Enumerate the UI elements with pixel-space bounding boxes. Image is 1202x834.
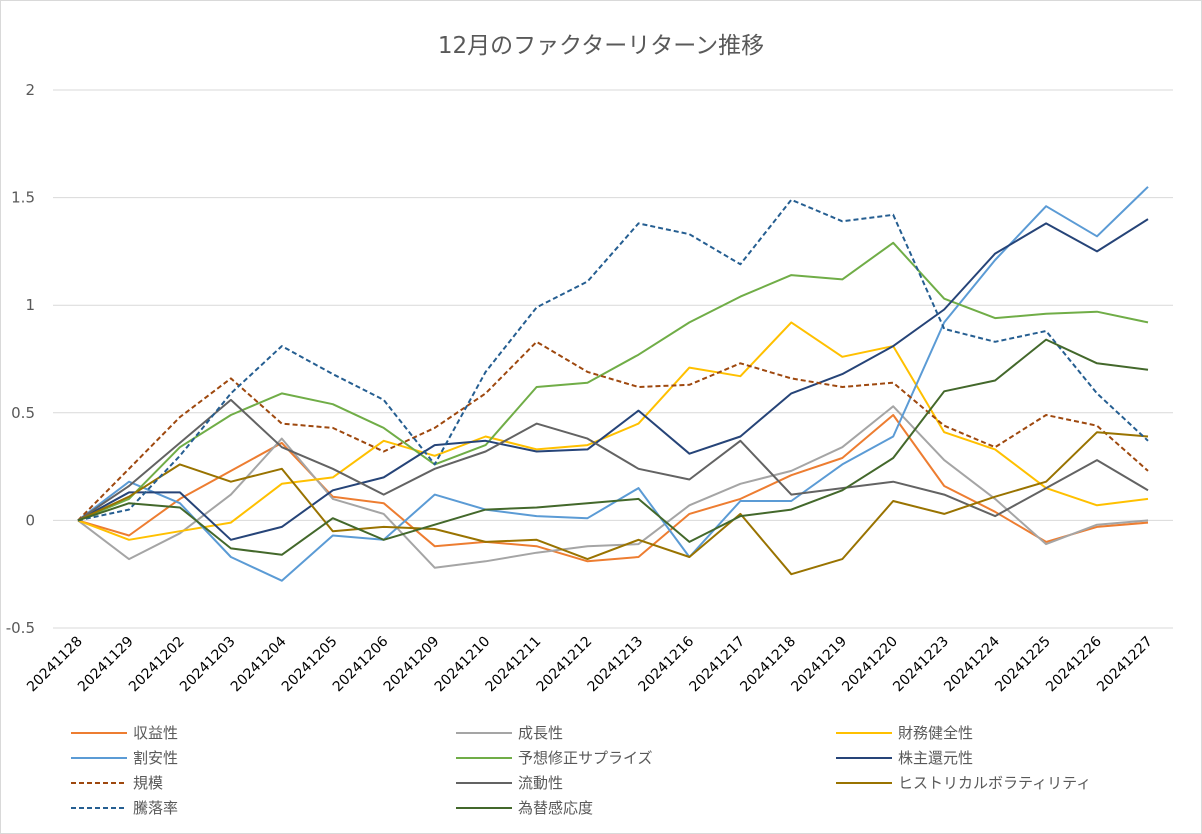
legend-label: 予想修正サプライズ (518, 749, 653, 767)
series-line (77, 198, 1149, 522)
y-tick-label: 1 (25, 296, 35, 314)
series-line (77, 338, 1149, 556)
legend-label: 騰落率 (133, 799, 178, 817)
y-tick-label: 2 (25, 81, 35, 99)
y-tick-label: 0.5 (11, 404, 35, 422)
chart-title: 12月のファクターリターン推移 (438, 33, 764, 59)
y-tick-label: 1.5 (11, 189, 35, 207)
series-lines (77, 186, 1149, 582)
series-line (77, 405, 1149, 569)
legend-label: 為替感応度 (518, 799, 593, 817)
gridlines (53, 89, 1173, 629)
legend-label: 成長性 (518, 724, 563, 742)
series-line (77, 241, 1149, 522)
series-line (77, 186, 1149, 582)
y-tick-label: -0.5 (6, 619, 35, 637)
legend-label: 割安性 (133, 749, 178, 767)
series-line (77, 218, 1149, 541)
legend-label: 収益性 (133, 724, 178, 742)
y-tick-label: 0 (25, 511, 35, 529)
legend-label: 規模 (133, 774, 163, 792)
legend-label: ヒストリカルボラティリティ (898, 774, 1091, 792)
series-line (77, 340, 1149, 522)
x-tick-label: 20241227 (1094, 634, 1156, 696)
legend-label: 財務健全性 (898, 724, 973, 742)
series-line (77, 414, 1149, 563)
x-axis-ticks: 2024112820241129202412022024120320241204… (24, 633, 1156, 695)
y-axis-ticks: -0.5 0 0.5 1 1.5 2 (6, 81, 35, 637)
series-line (77, 321, 1149, 541)
series-line (77, 431, 1149, 576)
legend-label: 株主還元性 (898, 749, 973, 767)
legend-label: 流動性 (518, 774, 563, 792)
